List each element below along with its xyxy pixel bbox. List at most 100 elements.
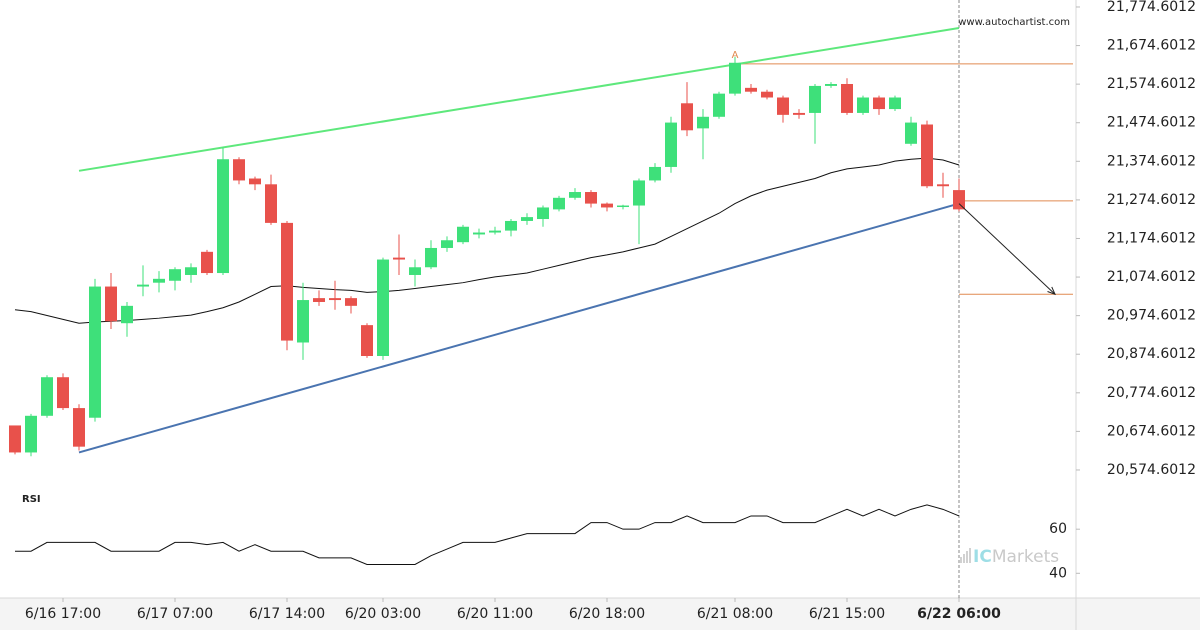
candle <box>521 213 533 225</box>
candle-body <box>345 298 357 306</box>
candle <box>745 83 757 94</box>
candle-body <box>777 97 789 115</box>
candle-body <box>41 377 53 416</box>
arrow-head <box>1047 286 1056 296</box>
candle <box>665 116 677 173</box>
candle <box>649 163 661 183</box>
candle <box>153 271 165 293</box>
candle <box>393 234 405 275</box>
candle <box>185 263 197 283</box>
candle-body <box>89 286 101 418</box>
candle-body <box>313 298 325 302</box>
candle-body <box>329 298 341 301</box>
candle <box>681 82 693 137</box>
x-tick-label: 6/22 06:00 <box>917 606 1001 622</box>
y-tick-label: 20,974.6012 <box>1107 308 1196 324</box>
candle <box>297 282 309 360</box>
candle <box>505 219 517 237</box>
candle-body <box>73 408 85 447</box>
candle-body <box>105 286 117 322</box>
candle-body <box>169 269 181 281</box>
candle <box>857 95 869 115</box>
candle <box>873 95 885 115</box>
candle <box>361 323 373 358</box>
x-tick-label: 6/17 07:00 <box>137 606 213 622</box>
candle <box>489 226 501 235</box>
candle-body <box>633 180 645 206</box>
candle <box>585 190 597 208</box>
candle-body <box>505 220 517 231</box>
candle-body <box>745 87 757 92</box>
candle-body <box>265 184 277 223</box>
y-tick-label: 20,574.6012 <box>1107 462 1196 478</box>
candle-body <box>889 97 901 110</box>
panel-title: RSI <box>22 494 41 505</box>
candle <box>953 178 965 212</box>
candle-body <box>569 192 581 198</box>
candle-body <box>457 226 469 243</box>
candle <box>889 95 901 112</box>
candle <box>201 249 213 275</box>
candle-body <box>841 83 853 113</box>
candle-body <box>665 122 677 167</box>
candle-body <box>713 93 725 117</box>
x-tick-label: 6/20 03:00 <box>345 606 421 622</box>
candle-body <box>201 251 213 274</box>
candle-body <box>25 415 37 453</box>
candle <box>473 228 485 239</box>
candle-body <box>873 97 885 110</box>
candle <box>713 91 725 119</box>
candle <box>233 157 245 185</box>
candle <box>425 240 437 270</box>
candle-body <box>761 91 773 98</box>
candle-body <box>281 222 293 341</box>
candle-body <box>825 83 837 86</box>
x-tick-label: 6/21 15:00 <box>809 606 885 622</box>
candle-body <box>185 267 197 275</box>
candle <box>9 425 21 455</box>
candle-body <box>233 159 245 181</box>
candle <box>89 278 101 422</box>
candle <box>569 188 581 200</box>
x-tick-label: 6/20 11:00 <box>457 606 533 622</box>
candle-body <box>649 166 661 181</box>
candle-body <box>617 205 629 208</box>
watermark: www.autochartist.com <box>958 17 1070 28</box>
candle <box>441 236 453 252</box>
x-tick-label: 6/17 14:00 <box>249 606 325 622</box>
candle <box>553 195 565 212</box>
candle <box>313 290 325 306</box>
candle-body <box>425 247 437 268</box>
brand-part: IC <box>973 547 992 567</box>
y-tick-label: 21,174.6012 <box>1107 230 1196 246</box>
candle-body <box>585 192 597 204</box>
candle-body <box>857 97 869 113</box>
candle <box>841 78 853 115</box>
brand-bar <box>960 557 962 563</box>
brand-bar <box>969 548 971 563</box>
candle-body <box>153 278 165 283</box>
candle <box>57 373 69 411</box>
y-tick-label: 20,874.6012 <box>1107 346 1196 362</box>
y-tick-label: 60 <box>1049 521 1067 537</box>
candle <box>825 82 837 88</box>
candle <box>249 176 261 191</box>
candle-body <box>553 197 565 210</box>
candle-body <box>601 203 613 208</box>
candle-body <box>953 190 965 210</box>
candle-body <box>489 230 501 233</box>
candle <box>409 259 421 287</box>
candle-body <box>729 62 741 94</box>
candle-body <box>121 305 133 324</box>
candle <box>121 301 133 337</box>
y-tick-label: 40 <box>1049 565 1067 581</box>
candle <box>601 202 613 212</box>
moving-average <box>14 157 960 324</box>
candle <box>345 296 357 314</box>
candle <box>25 413 37 457</box>
candle <box>633 178 645 245</box>
trend-line <box>78 202 960 454</box>
